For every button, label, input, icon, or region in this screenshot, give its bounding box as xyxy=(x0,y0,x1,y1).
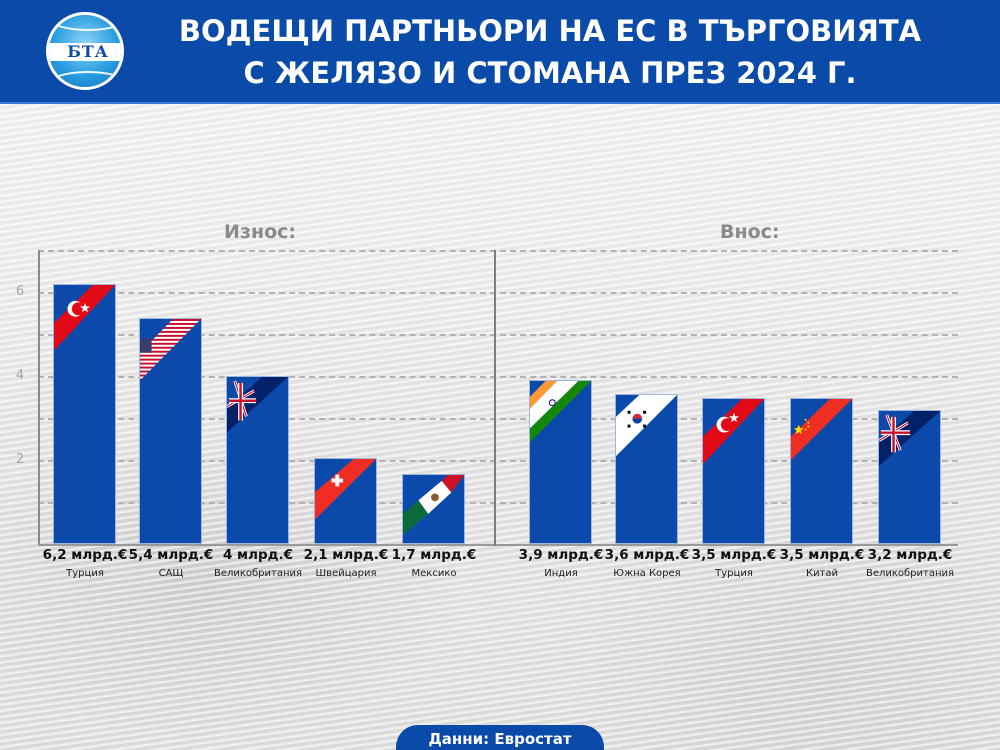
gridline-6 xyxy=(38,292,958,294)
value-label-export-mexico: 1,7 млрд.€ xyxy=(391,547,477,563)
y-tick-2: 2 xyxy=(15,452,25,467)
logo-arc-top xyxy=(49,15,121,31)
bar-import-south-korea xyxy=(615,394,678,544)
china-flag-icon xyxy=(791,399,852,461)
value-label-import-turkey: 3,5 млрд.€ xyxy=(691,547,777,563)
bar-export-switzerland xyxy=(314,458,377,544)
uk-flag-icon xyxy=(879,411,940,467)
value-label-export-usa: 5,4 млрд.€ xyxy=(128,547,214,563)
category-label-import-turkey: Турция xyxy=(715,568,753,579)
title-line-2: С ЖЕЛЯЗО И СТОМАНА ПРЕЗ 2024 Г. xyxy=(243,56,857,90)
usa-flag-icon xyxy=(140,319,201,381)
header-banner: БТА ВОДЕЩИ ПАРТНЬОРИ НА ЕС В ТЪРГОВИЯТА … xyxy=(0,0,1000,104)
source-badge: Данни: Евростат xyxy=(396,725,604,750)
category-label-export-uk: Великобритания xyxy=(213,568,303,579)
category-label-import-china: Китай xyxy=(805,568,839,579)
bar-export-uk xyxy=(226,376,289,544)
y-axis xyxy=(38,250,40,546)
gridline-7 xyxy=(38,250,958,252)
bar-export-turkey xyxy=(53,284,116,544)
value-label-import-south-korea: 3,6 млрд.€ xyxy=(604,547,690,563)
x-axis xyxy=(38,544,958,546)
value-label-import-uk: 3,2 млрд.€ xyxy=(867,547,953,563)
bar-export-mexico xyxy=(402,474,465,544)
value-label-export-turkey: 6,2 млрд.€ xyxy=(42,547,128,563)
value-label-import-india: 3,9 млрд.€ xyxy=(518,547,604,563)
bar-import-uk xyxy=(878,410,941,544)
bar-import-china xyxy=(790,398,853,544)
chart-plot-area xyxy=(38,250,958,546)
south-korea-flag-icon xyxy=(616,395,677,457)
turkey-flag-icon xyxy=(703,399,764,465)
category-label-export-switzerland: Швейцария xyxy=(315,568,377,579)
gridline-2 xyxy=(38,460,958,462)
category-label-import-uk: Великобритания xyxy=(865,568,955,579)
export-section-label: Износ: xyxy=(224,221,296,243)
category-label-export-turkey: Турция xyxy=(66,568,104,579)
bta-logo: БТА xyxy=(46,12,124,90)
gridline-1 xyxy=(38,502,958,504)
page-title: ВОДЕЩИ ПАРТНЬОРИ НА ЕС В ТЪРГОВИЯТА С ЖЕ… xyxy=(150,10,950,94)
mexico-flag-icon xyxy=(403,475,464,536)
uk-flag-icon xyxy=(227,377,288,433)
bar-export-usa xyxy=(139,318,202,544)
switzerland-flag-icon xyxy=(315,459,376,520)
gridline-4 xyxy=(38,376,958,378)
y-tick-6: 6 xyxy=(15,284,25,299)
y-tick-4: 4 xyxy=(15,368,25,383)
bar-import-india xyxy=(529,380,592,544)
category-label-import-india: Индия xyxy=(544,568,578,579)
section-divider xyxy=(494,250,496,546)
category-label-export-usa: САЩ xyxy=(158,568,184,579)
bar-import-turkey xyxy=(702,398,765,544)
logo-text: БТА xyxy=(49,43,121,61)
category-label-import-south-korea: Южна Корея xyxy=(613,568,681,579)
value-label-export-uk: 4 млрд.€ xyxy=(222,547,294,563)
value-label-import-china: 3,5 млрд.€ xyxy=(779,547,865,563)
import-section-label: Внос: xyxy=(720,221,780,243)
gridline-5 xyxy=(38,334,958,336)
logo-arc-bottom xyxy=(49,71,121,87)
turkey-flag-icon xyxy=(54,285,115,351)
title-line-1: ВОДЕЩИ ПАРТНЬОРИ НА ЕС В ТЪРГОВИЯТА xyxy=(178,14,922,48)
india-flag-icon xyxy=(530,381,591,443)
category-label-export-mexico: Мексико xyxy=(411,568,457,579)
value-label-export-switzerland: 2,1 млрд.€ xyxy=(303,547,389,563)
gridline-3 xyxy=(38,418,958,420)
